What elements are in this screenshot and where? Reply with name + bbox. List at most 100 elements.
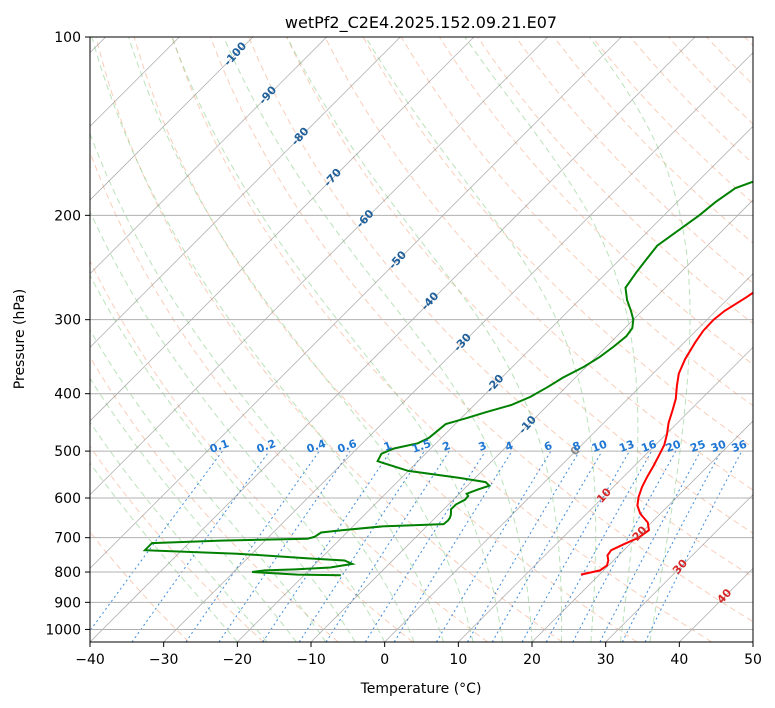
plot-area: -100-90-80-70-60-50-40-30-20-10010203040… [89, 36, 754, 643]
mixing-ratio-label: 6 [542, 439, 554, 454]
y-tick-label: 400 [54, 387, 81, 403]
isotherm-line [90, 37, 327, 275]
dry-adiabat [90, 259, 414, 642]
x-tick-label: −10 [296, 652, 326, 668]
mixing-ratio-line [393, 450, 513, 642]
moist-adiabat [90, 421, 268, 642]
moist-adiabat [365, 37, 597, 642]
moist-adiabat [223, 37, 533, 642]
mixing-ratio-label: 16 [640, 438, 659, 456]
chart-title: wetPf2_C2E4.2025.152.09.21.E07 [285, 13, 557, 33]
mixing-ratio-line [599, 450, 701, 642]
moist-adiabat [589, 37, 691, 642]
mixing-ratio-label: 0.6 [336, 437, 359, 456]
moist-adiabat [464, 37, 639, 642]
isotherm-line [458, 346, 753, 642]
mixing-ratio-label: 36 [730, 438, 749, 456]
mixing-ratio-label: 30 [709, 438, 728, 456]
mixing-ratio-label: 0.1 [208, 437, 231, 456]
dewpoint-profile-line [142, 180, 753, 577]
isotherm-line [90, 37, 254, 201]
temperature-profile-line [580, 291, 753, 576]
isotherm-line [384, 273, 753, 642]
y-tick-label: 700 [54, 531, 81, 547]
moist-adiabat [90, 462, 238, 642]
x-tick-label: 30 [597, 652, 615, 668]
y-tick-label: 900 [54, 595, 81, 611]
mixing-ratio-label: 1 [382, 439, 394, 454]
background-lines [90, 37, 753, 642]
x-axis-label: Temperature (°C) [360, 681, 482, 697]
isotherm-line [237, 125, 753, 642]
mixing-ratio-label: 3 [477, 439, 489, 454]
moist-adiabat [90, 377, 297, 642]
dry-adiabat [210, 37, 753, 623]
mixing-ratio-label: 2 [441, 439, 453, 454]
profile-series [142, 180, 753, 577]
mixing-ratio-label: 1.5 [410, 437, 433, 456]
dry-adiabat [171, 37, 712, 642]
mixing-ratio-line [435, 450, 552, 642]
mixing-ratio-line [621, 450, 722, 642]
mixing-ratio-line [298, 450, 425, 642]
dry-adiabat [248, 37, 753, 578]
isotherm-line [605, 494, 753, 642]
dry-adiabat [324, 37, 753, 491]
x-tick-label: 0 [380, 652, 389, 668]
mixing-ratio-label: 10 [590, 438, 609, 456]
mixing-ratio-line [185, 450, 320, 642]
isotherm-line [90, 37, 622, 569]
isotherm-line [310, 199, 753, 642]
x-tick-label: −40 [75, 652, 105, 668]
mixing-ratio-line [521, 450, 630, 642]
dry-adiabat [95, 37, 563, 642]
mixing-ratio-line [467, 450, 580, 642]
moist-adiabat [91, 37, 445, 642]
y-tick-label: 500 [54, 444, 81, 460]
mixing-ratio-line [572, 450, 677, 642]
mixing-ratio-line [325, 450, 450, 642]
dry-adiabat [90, 445, 264, 642]
y-tick-label: 200 [54, 208, 81, 224]
x-tick-label: −20 [223, 652, 253, 668]
moist-adiabat [90, 210, 386, 642]
dry-adiabat [286, 37, 753, 534]
y-tick-label: 800 [54, 565, 81, 581]
mixing-ratio-label: 8 [571, 439, 583, 454]
dry-adiabat [133, 37, 638, 642]
x-axis: −40 −30 −20 −10 0 10 20 30 40 50 [75, 642, 762, 668]
mixing-ratio-line [90, 450, 223, 632]
mixing-ratio-line [545, 450, 653, 642]
moist-adiabat [286, 37, 563, 642]
mixing-ratio-label: 25 [689, 438, 708, 455]
mixing-ratio-label: 13 [617, 438, 636, 455]
y-tick-label: 1000 [45, 622, 81, 638]
mixing-ratio-label: 0.4 [305, 437, 328, 456]
mixing-ratio-label: 4 [503, 439, 515, 454]
mixing-ratio-line [644, 450, 743, 642]
moist-adiabat [90, 274, 356, 642]
isotherm-line [90, 37, 475, 422]
y-tick-label: 600 [54, 491, 81, 507]
y-axis-label: Pressure (hPa) [12, 289, 28, 389]
x-tick-label: −30 [149, 652, 179, 668]
isotherm-line [90, 37, 548, 496]
isotherm-line [90, 37, 401, 348]
mixing-ratio-line [364, 450, 486, 642]
x-tick-label: 20 [523, 652, 541, 668]
plot-frame [89, 36, 754, 643]
x-tick-label: 10 [449, 652, 467, 668]
y-tick-label: 100 [54, 30, 81, 46]
moist-adiabat [171, 37, 503, 642]
dry-adiabat [515, 37, 753, 284]
moist-adiabat [90, 328, 327, 642]
moist-adiabat [90, 132, 415, 642]
y-axis: 100 200 300 400 500 600 700 800 900 1000 [45, 30, 90, 638]
mixing-ratio-label: 20 [664, 438, 683, 456]
mixing-ratio-line [491, 450, 603, 642]
moist-adiabat [128, 37, 474, 642]
isotherm-line [163, 52, 753, 642]
mixing-ratio-label: 0.2 [255, 437, 278, 456]
